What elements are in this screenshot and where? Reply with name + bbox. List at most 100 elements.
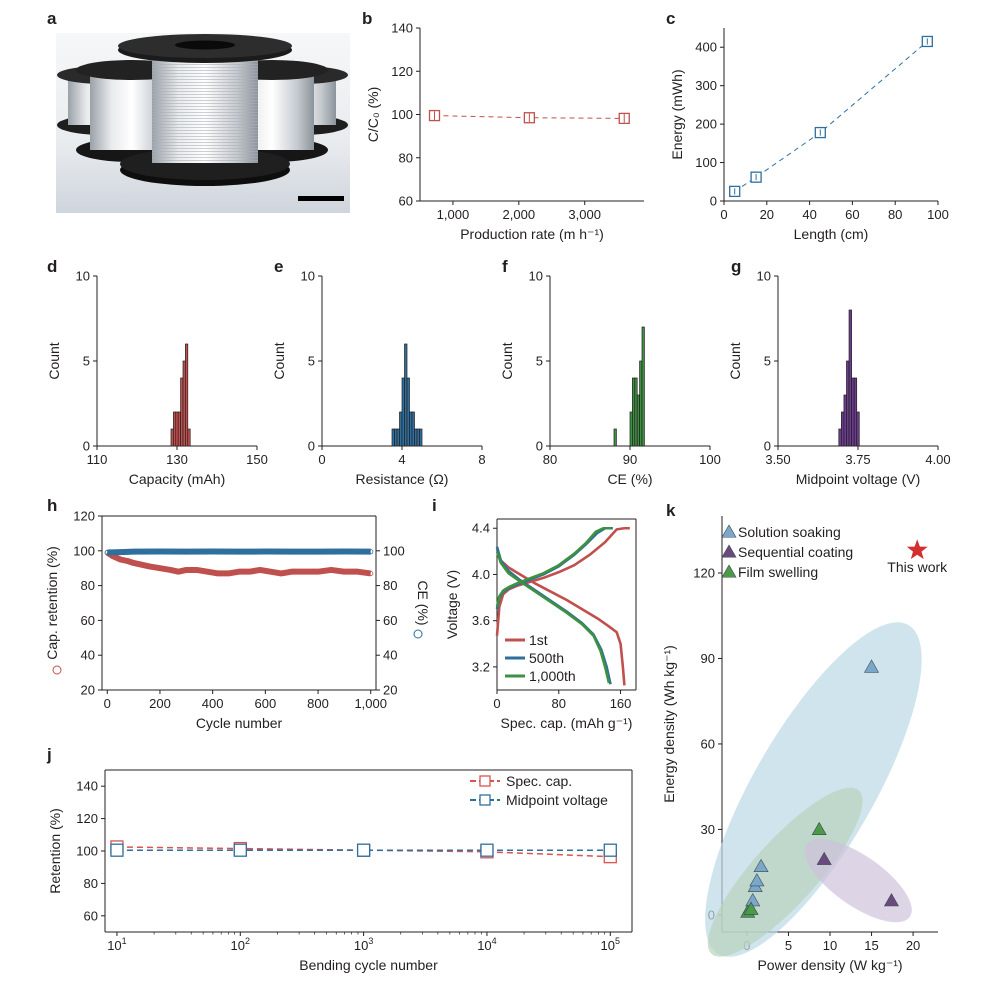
c-xlabel: Length (cm) xyxy=(794,226,869,242)
k-legend-marker xyxy=(721,524,737,538)
c-ylabel: Energy (mWh) xyxy=(669,69,685,159)
g-xtick-label: 3.75 xyxy=(845,452,870,467)
j-ytick-label: 100 xyxy=(76,844,98,859)
h-xtick-label: 0 xyxy=(104,696,111,711)
k-ytick-label: 90 xyxy=(701,651,715,666)
k-xlabel: Power density (W kg⁻¹) xyxy=(757,957,902,973)
h-y2tick-label: 40 xyxy=(383,648,397,663)
h-xlabel: Cycle number xyxy=(196,715,283,731)
h-data-point xyxy=(315,569,321,575)
h-data-point xyxy=(368,570,374,577)
h-ytick-label: 60 xyxy=(81,613,95,628)
j-legend-marker xyxy=(479,794,491,806)
e-histogram-bar xyxy=(409,411,413,447)
h-data-point xyxy=(104,549,110,556)
j-data-point xyxy=(233,843,247,857)
c-ytick-label: 300 xyxy=(695,78,717,93)
k-data-point xyxy=(811,821,827,835)
h-data-point xyxy=(262,548,268,555)
k-xtick-label: 5 xyxy=(785,938,792,953)
j-xtick-label: 104 xyxy=(477,936,496,953)
e-histogram-bar xyxy=(414,428,418,447)
e-xtick-label: 4 xyxy=(398,452,405,467)
j-series-spec-cap xyxy=(116,846,611,858)
k-data-point xyxy=(816,851,832,865)
k-legend-label: Solution soaking xyxy=(738,524,841,540)
c-xtick-label: 20 xyxy=(760,207,774,222)
f-ytick-label: 5 xyxy=(536,354,543,369)
h-ytick-label: 20 xyxy=(81,683,95,698)
spool-photo xyxy=(56,33,350,213)
h-ytick-label: 100 xyxy=(73,543,95,558)
d-histogram-bar xyxy=(175,411,179,447)
k-data-point xyxy=(864,659,880,673)
h-data-point xyxy=(157,565,163,571)
i-ylabel: Voltage (V) xyxy=(444,570,460,639)
e-ylabel: Count xyxy=(271,342,287,379)
g-xtick-label: 4.00 xyxy=(925,452,950,467)
g-ytick-label: 5 xyxy=(764,354,771,369)
c-ytick-label: 400 xyxy=(695,40,717,55)
e-histogram-bar xyxy=(391,428,395,447)
b-xlabel: Production rate (m h⁻¹) xyxy=(460,226,604,242)
h-ytick-label: 40 xyxy=(81,648,95,663)
panel-label-e: e xyxy=(274,257,283,276)
k-xtick-label: 15 xyxy=(864,938,878,953)
h-xtick-label: 600 xyxy=(254,696,276,711)
k-legend-label: Film swelling xyxy=(738,564,818,580)
j-legend-marker xyxy=(479,775,491,787)
panel-label-b: b xyxy=(362,9,372,28)
e-histogram-bar xyxy=(419,428,423,447)
j-xtick-label: 102 xyxy=(231,936,250,953)
c-ytick-label: 200 xyxy=(695,117,717,132)
f-xtick-label: 90 xyxy=(623,452,637,467)
k-ytick-label: 60 xyxy=(701,736,715,751)
k-region-sequential-coating xyxy=(804,839,912,923)
c-trend-line xyxy=(734,41,928,192)
k-ylabel: Energy density (Wh kg⁻¹) xyxy=(661,645,677,803)
h-xtick-label: 800 xyxy=(307,696,329,711)
g-histogram-bar xyxy=(856,411,860,447)
g-histogram-bar xyxy=(841,411,845,447)
f-ylabel: Count xyxy=(499,342,515,379)
i-xtick-label: 0 xyxy=(493,696,500,711)
j-xtick-exponent: 3 xyxy=(368,936,373,946)
c-ytick-label: 100 xyxy=(695,155,717,170)
e-histogram-bar xyxy=(404,343,408,447)
j-xtick-exponent: 2 xyxy=(245,936,250,946)
h-data-point xyxy=(183,567,189,573)
d-ytick-label: 5 xyxy=(83,354,90,369)
k-data-point xyxy=(749,873,765,887)
h-data-point xyxy=(302,569,308,575)
e-ytick-label: 5 xyxy=(308,354,315,369)
h-data-point xyxy=(183,549,189,555)
i-legend-label: 500th xyxy=(529,650,564,666)
h-data-point xyxy=(368,549,374,555)
f-histogram-bar xyxy=(636,394,640,447)
c-xtick-label: 0 xyxy=(720,207,727,222)
h-y2tick-label: 60 xyxy=(383,613,397,628)
b-ytick-label: 80 xyxy=(399,150,413,165)
j-xtick-label: 105 xyxy=(601,936,620,953)
j-ylabel: Retention (%) xyxy=(47,808,63,894)
g-histogram-bar xyxy=(843,394,847,447)
d-xtick-label: 110 xyxy=(87,452,108,467)
k-this-work-label: This work xyxy=(887,559,948,575)
h-data-point xyxy=(236,549,242,555)
g-histogram-bar xyxy=(838,428,842,447)
panel-label-j: j xyxy=(46,745,52,764)
h-series-cap-retention xyxy=(105,550,372,577)
j-xtick-exponent: 5 xyxy=(615,936,620,946)
g-histogram-bar xyxy=(848,309,852,447)
d-xlabel: Capacity (mAh) xyxy=(129,471,225,487)
b-xtick-label: 2,000 xyxy=(503,207,536,222)
h-data-point xyxy=(354,569,361,575)
h-data-point xyxy=(194,567,200,573)
panel-label-c: c xyxy=(666,9,675,28)
j-xlabel: Bending cycle number xyxy=(299,957,438,973)
h-data-point xyxy=(341,569,347,575)
d-xtick-label: 150 xyxy=(246,452,268,467)
h-data-point xyxy=(146,563,153,570)
panel-label-k: k xyxy=(666,501,676,520)
k-ytick-label: 120 xyxy=(693,565,715,580)
